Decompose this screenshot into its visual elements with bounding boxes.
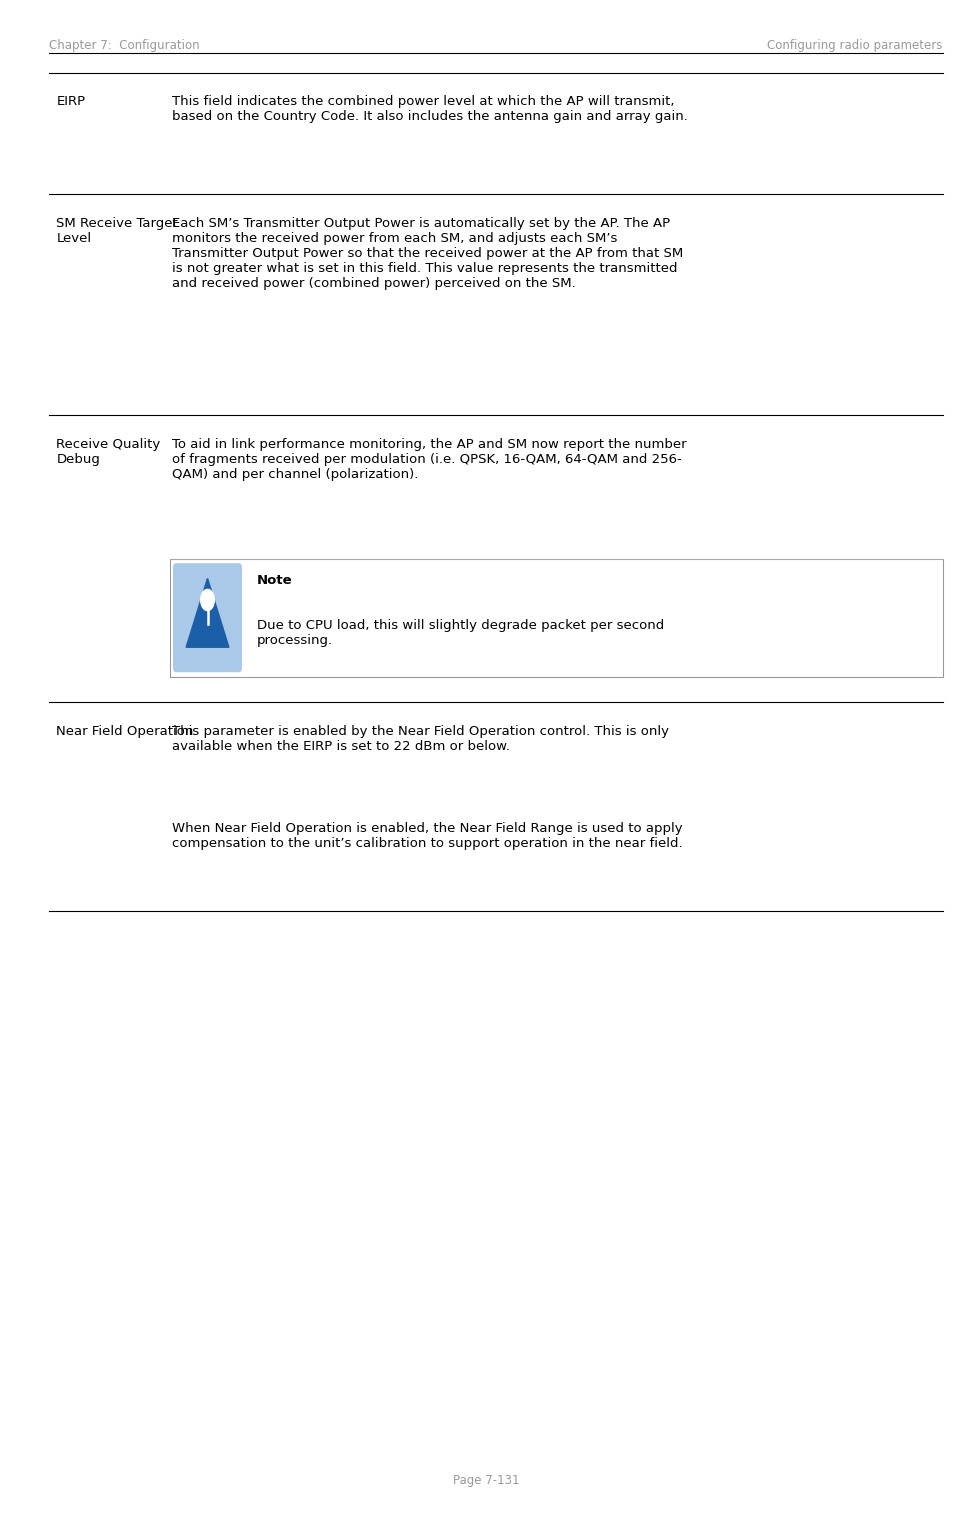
Polygon shape [187,578,229,646]
Text: Receive Quality
Debug: Receive Quality Debug [56,438,160,465]
Text: Note: Note [257,574,293,587]
Text: Chapter 7:  Configuration: Chapter 7: Configuration [49,39,199,53]
Text: SM Receive Target
Level: SM Receive Target Level [56,217,178,244]
FancyBboxPatch shape [173,563,242,672]
Text: This parameter is enabled by the Near Field Operation control. This is only
avai: This parameter is enabled by the Near Fi… [172,725,669,752]
Text: Each SM’s Transmitter Output Power is automatically set by the AP. The AP
monito: Each SM’s Transmitter Output Power is au… [172,217,683,289]
Text: When Near Field Operation is enabled, the Near Field Range is used to apply
comp: When Near Field Operation is enabled, th… [172,822,682,849]
Text: This field indicates the combined power level at which the AP will transmit,
bas: This field indicates the combined power … [172,95,688,123]
Text: Due to CPU load, this will slightly degrade packet per second
processing.: Due to CPU load, this will slightly degr… [257,619,664,646]
Text: Page 7-131: Page 7-131 [453,1473,519,1487]
Text: To aid in link performance monitoring, the AP and SM now report the number
of fr: To aid in link performance monitoring, t… [172,438,686,480]
FancyBboxPatch shape [170,559,943,677]
Circle shape [201,589,215,610]
Text: EIRP: EIRP [56,95,86,109]
Text: Near Field Operation: Near Field Operation [56,725,193,739]
Text: Configuring radio parameters: Configuring radio parameters [768,39,943,53]
